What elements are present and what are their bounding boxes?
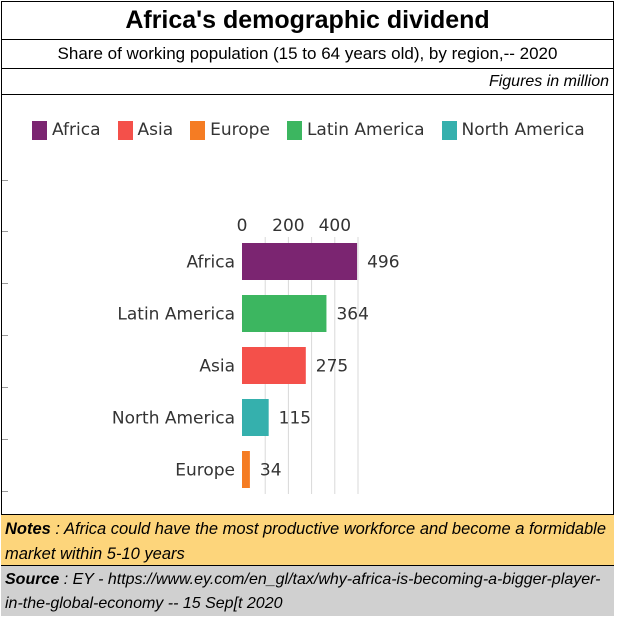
legend-item: Latin America	[286, 120, 425, 140]
legend-label: Latin America	[306, 120, 425, 140]
side-tick	[2, 335, 8, 336]
data-label: 115	[279, 409, 311, 429]
legend-swatch	[190, 120, 206, 140]
bar	[242, 243, 358, 280]
legend-item: Asia	[117, 120, 174, 140]
category-label: North America	[112, 409, 235, 429]
x-tick-label: 200	[272, 216, 304, 236]
legend-label: Europe	[210, 120, 270, 140]
category-label: Latin America	[117, 305, 235, 325]
legend-swatch	[32, 120, 47, 140]
chart-title: Africa's demographic dividend	[1, 1, 614, 40]
data-label: 34	[260, 461, 282, 481]
side-tick	[2, 491, 8, 492]
legend-item: Europe	[190, 120, 270, 140]
source-label: Source	[5, 571, 60, 588]
bar	[242, 451, 250, 488]
side-tick	[2, 283, 8, 284]
bar	[242, 399, 269, 436]
data-label: 364	[336, 305, 368, 325]
chart-subtitle: Share of working population (15 to 64 ye…	[1, 40, 614, 69]
legend-swatch	[286, 120, 302, 140]
chart-area	[1, 95, 614, 514]
side-tick	[2, 387, 8, 388]
data-label: 496	[367, 253, 399, 273]
legend-item: North America	[441, 120, 585, 140]
category-label: Europe	[175, 461, 235, 481]
legend-swatch	[441, 120, 457, 140]
legend-label: Africa	[52, 120, 101, 140]
units-note: Figures in million	[1, 69, 614, 95]
bar	[242, 295, 327, 332]
data-label: 275	[316, 357, 348, 377]
bar-chart: 0 200 400 Africa 496 Latin America 364 Asia 275 N…	[112, 216, 400, 494]
bar	[242, 347, 306, 384]
legend-label: Asia	[137, 120, 174, 140]
x-tick-label: 0	[237, 216, 248, 236]
x-tick-label: 400	[319, 216, 351, 236]
side-tick	[2, 180, 8, 181]
source-box: Source : EY - https://www.ey.com/en_gl/t…	[1, 566, 614, 616]
notes-box: Notes : Africa could have the most produ…	[1, 514, 614, 566]
legend-swatch	[117, 120, 133, 140]
notes-label: Notes	[5, 520, 51, 538]
legend-label: North America	[461, 120, 585, 140]
source-text: : EY - https://www.ey.com/en_gl/tax/why-…	[5, 571, 601, 612]
side-tick	[2, 439, 8, 440]
legend: Africa Asia Europe Latin America North Ameri…	[32, 120, 602, 140]
category-label: Asia	[199, 357, 235, 377]
category-label: Africa	[187, 253, 236, 273]
side-tick	[2, 231, 8, 232]
legend-item: Africa	[32, 120, 101, 140]
notes-text: : Africa could have the most productive …	[5, 520, 607, 563]
